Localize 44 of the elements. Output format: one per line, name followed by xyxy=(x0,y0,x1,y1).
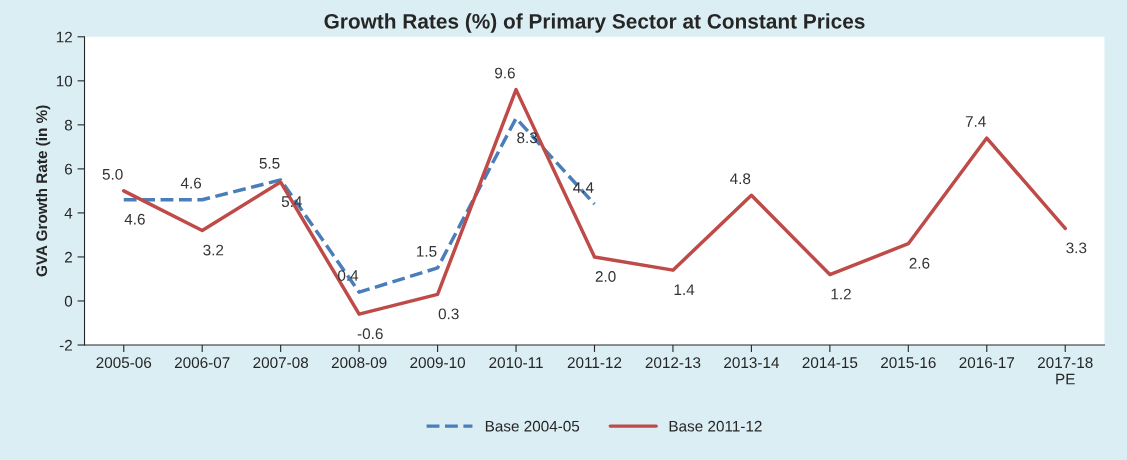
y-axis-title: GVA Growth Rate (in %) xyxy=(35,105,51,277)
y-tick-label: 6 xyxy=(65,163,73,175)
y-tick-label: 2 xyxy=(64,251,72,263)
x-tick-label: 2007-08 xyxy=(253,357,309,369)
y-tick-label: 0 xyxy=(64,295,73,307)
data-label: 2.0 xyxy=(595,271,616,282)
x-tick-label: 2006-07 xyxy=(174,357,230,369)
x-tick-label: 2016-17 xyxy=(959,357,1015,369)
y-tick-label: -2 xyxy=(59,339,72,351)
x-tick-label: 2014-15 xyxy=(802,357,858,369)
data-label: 7.4 xyxy=(965,116,986,127)
data-label: 3.2 xyxy=(203,244,224,256)
x-tick-label: 2011-12 xyxy=(567,357,622,369)
data-label: 1.5 xyxy=(417,246,437,257)
x-tick-label: 2010-11 xyxy=(489,357,543,369)
legend-label: Base 2011-12 xyxy=(669,420,762,432)
data-label: 4.6 xyxy=(124,213,145,225)
line-series xyxy=(122,116,597,294)
data-label: 5.5 xyxy=(259,158,280,169)
x-tick-label: 2013-14 xyxy=(724,357,779,369)
y-tick-label: 10 xyxy=(56,75,73,87)
y-tick-label: 8 xyxy=(64,119,73,131)
x-tick-label: 2012-13 xyxy=(645,357,701,369)
x-tick-label: 2005-06 xyxy=(96,357,152,369)
data-label: 4.4 xyxy=(573,182,594,193)
chart-title: Growth Rates (%) of Primary Sector at Constant Prices xyxy=(324,13,865,33)
data-label: 9.6 xyxy=(495,67,515,79)
x-tick-label: 2015-16 xyxy=(881,357,936,369)
data-label: 5.0 xyxy=(102,168,123,180)
data-label: -0.6 xyxy=(357,328,383,340)
data-label: 1.2 xyxy=(831,288,851,300)
data-label: 4.8 xyxy=(730,173,751,185)
data-label: 4.6 xyxy=(180,177,202,189)
data-label: 0.3 xyxy=(438,308,459,320)
x-tick-label: 2017-18 PE xyxy=(1037,357,1093,385)
y-tick-label: 12 xyxy=(56,31,72,43)
data-label: 3.3 xyxy=(1066,242,1087,254)
x-tick-label: 2008-09 xyxy=(331,357,387,369)
y-tick-label: 4 xyxy=(64,207,73,219)
x-tick-label: 2009-10 xyxy=(410,357,466,369)
data-label: 2.6 xyxy=(909,257,930,269)
data-label: 1.4 xyxy=(674,284,695,295)
legend-label: Base 2004-05 xyxy=(485,420,580,432)
data-label: 0.4 xyxy=(337,270,359,281)
